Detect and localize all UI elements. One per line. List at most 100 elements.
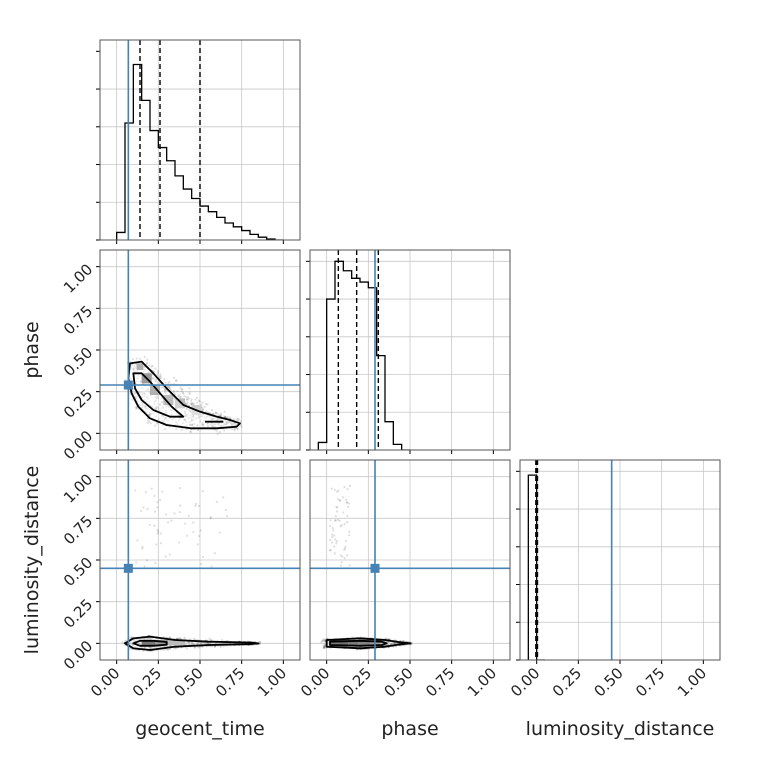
panel-2-0-scatter-outlier xyxy=(179,504,182,507)
panel-2-0-scatter-point xyxy=(191,642,194,645)
panel-2-1-scatter-point xyxy=(322,645,325,649)
panel-1-0-scatter-point xyxy=(134,370,137,373)
panel-2-1-xtick-label-0: 0.00 xyxy=(297,664,333,700)
panel-2-0-scatter-point xyxy=(185,647,188,650)
panel-2-0-scatter-point xyxy=(188,642,191,646)
panel-1-0-scatter-point xyxy=(202,423,205,426)
panel-2-1-scatter-outlier xyxy=(341,496,344,499)
panel-2-0-scatter-point xyxy=(131,644,135,647)
panel-1-0-scatter-point xyxy=(163,388,167,391)
panel-1-0-scatter-point xyxy=(145,411,149,414)
panel-2-1-scatter-outlier xyxy=(340,561,343,564)
panel-1-0-scatter-point xyxy=(140,391,143,394)
panel-1-0-scatter-point xyxy=(175,427,178,430)
panel-1-0-scatter-point xyxy=(203,416,206,419)
panel-2-0-scatter-point xyxy=(121,641,124,644)
panel-1-0-ytick-label-3: 0.75 xyxy=(60,302,96,338)
panel-2-1-scatter-outlier xyxy=(339,564,342,567)
panel-1-0-scatter-point xyxy=(222,424,225,427)
panel-2-0-scatter-outlier xyxy=(196,543,199,546)
panel-1-0-scatter-point xyxy=(170,413,173,417)
panel-2-0-scatter-outlier xyxy=(173,512,176,515)
panel-1-0-scatter-point xyxy=(179,396,182,399)
panel-1-0-scatter-point xyxy=(137,374,140,378)
panel-1-0-scatter-point xyxy=(183,394,186,398)
panel-1-0-scatter-point xyxy=(198,400,201,403)
panel-1-0-scatter-point xyxy=(136,400,139,403)
panel-1-0-ytick-label-4: 1.00 xyxy=(60,260,96,296)
panel-1-0-scatter-point xyxy=(146,408,149,411)
panel-2-0-scatter-point xyxy=(153,646,156,649)
panel-1-0-scatter-point xyxy=(183,418,186,422)
panel-2-0-scatter-point xyxy=(146,637,149,640)
panel-1-0-scatter-point xyxy=(133,366,136,369)
panel-1-0-scatter-point xyxy=(197,399,200,402)
panel-1-0-scatter-point xyxy=(172,397,176,400)
panel-1-0-scatter-point xyxy=(165,392,168,395)
panel-1-0-scatter-point xyxy=(185,424,189,427)
panel-1-0-scatter-point xyxy=(191,415,195,418)
panel-2-0-density-block-1 xyxy=(155,640,169,645)
panel-1-0-scatter-point xyxy=(135,407,138,410)
panel-2-0-scatter-outlier xyxy=(185,534,189,537)
panel-2-1-scatter-point xyxy=(392,641,395,644)
panel-1-0-scatter-point xyxy=(211,418,214,421)
panel-2-2-xtick-label-2: 0.50 xyxy=(590,664,626,700)
panel-2-1-scatter-outlier xyxy=(329,548,332,552)
panel-1-0-scatter-point xyxy=(173,376,176,379)
panel-1-0-scatter-point xyxy=(149,422,152,425)
panel-2-0-scatter-point xyxy=(206,642,210,645)
panel-2-0-scatter-point xyxy=(197,646,200,649)
panel-1-0-density-block-2 xyxy=(163,395,174,405)
panel-1-0-scatter-point xyxy=(134,391,137,394)
panel-1-0-scatter-point xyxy=(153,400,156,403)
panel-1-0-scatter-point xyxy=(174,420,178,423)
panel-1-0-scatter-point xyxy=(190,398,193,401)
panel-1-0-scatter-point xyxy=(209,417,212,420)
panel-1-0-scatter-point xyxy=(206,411,210,414)
panel-2-0-scatter-point xyxy=(219,645,222,648)
panel-2-0-scatter-outlier xyxy=(150,487,153,490)
panel-1-0-scatter-point xyxy=(218,424,221,427)
panel-2-0-scatter-point xyxy=(191,641,194,644)
panel-1-0-scatter-point xyxy=(206,414,210,417)
panel-1-0-scatter-point xyxy=(149,413,152,416)
panel-2-0-scatter-point xyxy=(124,640,127,643)
panel-1-0-density-block-5 xyxy=(136,363,144,370)
panel-1-0-scatter-point xyxy=(211,424,214,427)
panel-2-1-scatter-outlier xyxy=(334,519,337,522)
panel-2-1-scatter-outlier xyxy=(348,564,351,567)
panel-2-0-scatter-outlier xyxy=(209,515,212,519)
panel-2-0-scatter-point xyxy=(187,641,190,644)
panel-2-0-scatter-outlier xyxy=(226,515,229,518)
panel-2-1-scatter-outlier xyxy=(340,524,343,527)
panel-1-0-scatter-point xyxy=(186,403,189,406)
panel-1-0-scatter-point xyxy=(223,410,226,413)
panel-1-0-scatter-point xyxy=(201,408,205,411)
panel-1-0-scatter-point xyxy=(239,420,242,423)
panel-1-0-scatter-point xyxy=(192,415,195,418)
panel-2-0-xtick-label-1: 0.25 xyxy=(129,664,165,700)
panel-2-0-scatter-point xyxy=(137,642,140,645)
panel-1-0-scatter-point xyxy=(158,403,162,407)
panel-2-1-scatter-point xyxy=(322,645,325,648)
panel-2-0-scatter-point xyxy=(145,637,148,640)
panel-2-0-scatter-outlier xyxy=(154,510,157,513)
panel-1-0-scatter-point xyxy=(148,391,151,395)
panel-1-0-scatter-point xyxy=(188,391,191,394)
panel-1-0-scatter-point xyxy=(144,405,147,408)
panel-2-1-scatter-outlier xyxy=(348,533,351,537)
panel-1-0-scatter-point xyxy=(190,402,193,406)
panel-2-0-scatter-point xyxy=(207,642,210,645)
panel-2-1-scatter-outlier xyxy=(333,488,336,491)
panel-1-0-scatter-point xyxy=(217,422,220,425)
panel-1-0-scatter-point xyxy=(166,385,169,388)
panel-1-0-scatter-point xyxy=(218,430,221,434)
panel-2-1-scatter-point xyxy=(385,637,388,640)
panel-2-1-scatter-point xyxy=(323,643,326,646)
panel-1-0-scatter-point xyxy=(184,413,188,416)
panel-1-0-scatter-point xyxy=(201,423,204,426)
panel-2-0-scatter-outlier xyxy=(153,494,156,498)
panel-2-0-scatter-point xyxy=(168,636,171,639)
panel-2-1-scatter-outlier xyxy=(342,511,345,514)
